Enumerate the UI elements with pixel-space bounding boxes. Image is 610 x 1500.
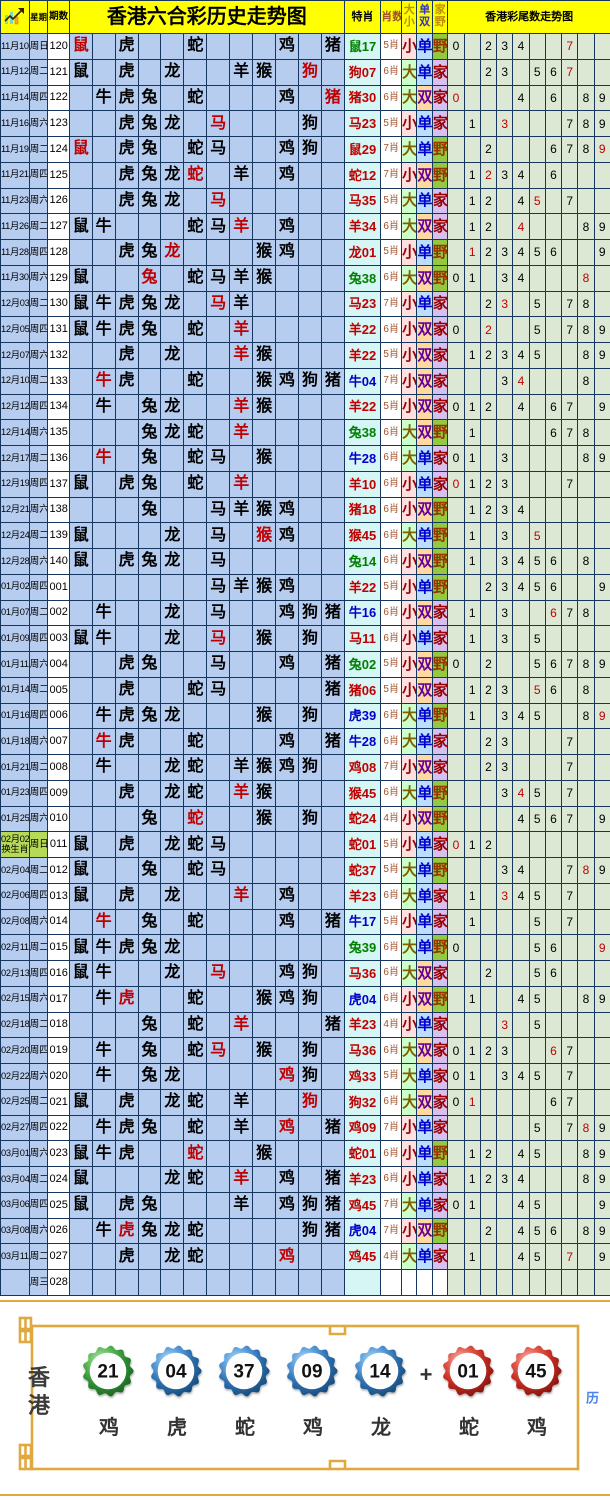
svg-text:09: 09: [301, 1362, 322, 1383]
svg-text:45: 45: [525, 1362, 547, 1383]
svg-text:04: 04: [165, 1362, 187, 1383]
svg-text:01: 01: [457, 1362, 479, 1383]
svg-text:21: 21: [97, 1362, 119, 1383]
svg-text:14: 14: [369, 1362, 391, 1383]
svg-text:37: 37: [233, 1362, 254, 1383]
